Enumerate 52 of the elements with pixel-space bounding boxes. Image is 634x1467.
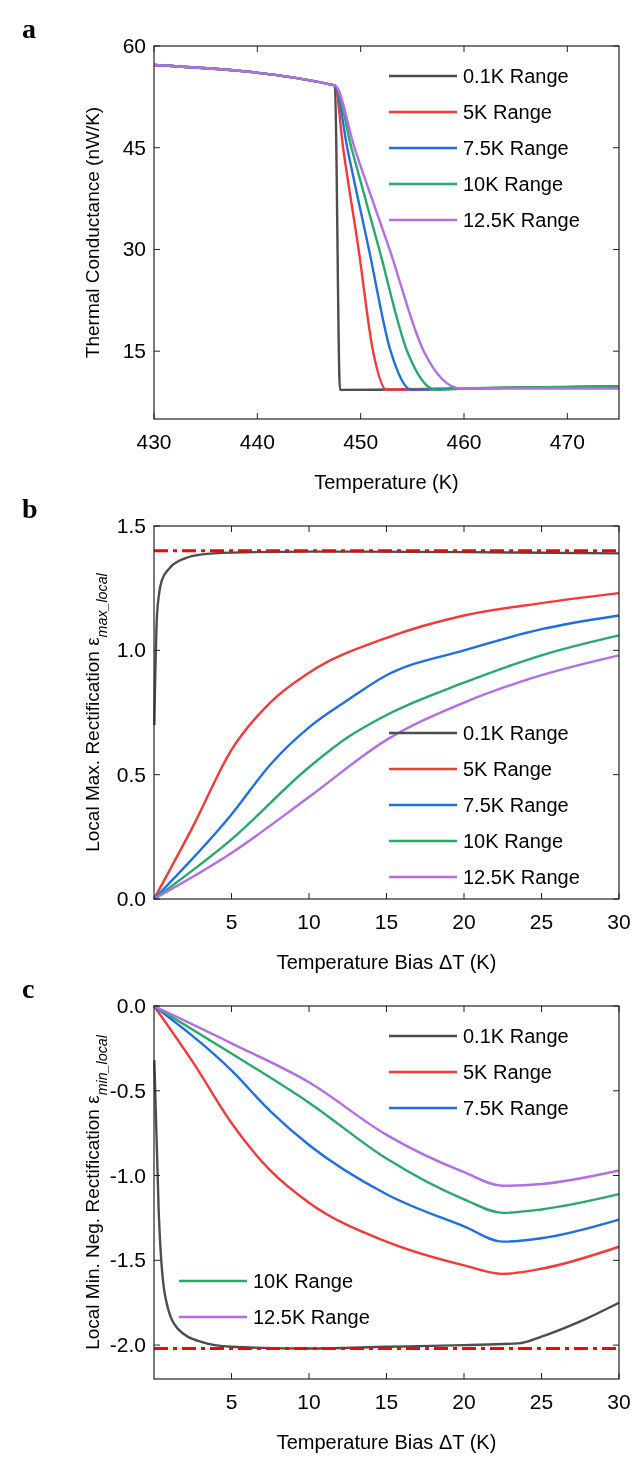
legend-label: 5K Range [463,1061,552,1083]
x-tick-label: 30 [607,1390,631,1413]
legend-label: 5K Range [463,101,552,123]
legend-label: 7.5K Range [463,1097,569,1119]
x-tick-label: 25 [529,1390,554,1413]
y-tick-label: 0.0 [116,994,146,1017]
x-tick-label: 15 [374,910,399,933]
x-tick-label: 25 [529,910,554,933]
legend-label: 7.5K Range [463,137,569,159]
y-tick-label: 0.0 [116,887,146,910]
x-tick-label: 440 [239,430,275,453]
x-tick-label: 10 [297,1390,321,1413]
legend-label: 12.5K Range [253,1306,370,1328]
y-tick-label: 30 [122,237,146,261]
legend-label: 10K Range [253,1270,354,1292]
x-axis-title: Temperature Bias ΔT (K) [276,1431,497,1453]
y-tick-label: -0.5 [109,1078,146,1102]
y-tick-label: -1.0 [109,1163,146,1187]
x-tick-label: 5 [225,910,238,933]
y-tick-label: 0.5 [116,762,146,786]
legend-label: 0.1K Range [463,65,569,87]
x-tick-label: 20 [452,1390,476,1413]
x-tick-label: 20 [452,910,476,933]
y-tick-label: -1.5 [109,1248,146,1272]
legend-label: 0.1K Range [463,1025,569,1047]
y-tick-label: -2.0 [109,1333,146,1357]
x-tick-label: 450 [343,430,379,453]
x-tick-label: 15 [374,1390,399,1413]
x-tick-label: 470 [549,430,585,453]
x-axis-title: Temperature (K) [314,471,459,493]
chart-title: a [22,13,36,44]
x-axis-title: Temperature Bias ΔT (K) [276,951,497,973]
y-tick-label: 15 [122,339,146,363]
legend-label: 10K Range [463,173,564,195]
x-tick-label: 10 [297,910,321,933]
legend-label: 12.5K Range [463,209,580,231]
legend-label: 10K Range [463,830,564,852]
legend-label: 7.5K Range [463,794,569,816]
x-tick-label: 5 [225,1390,238,1413]
legend-label: 12.5K Range [463,866,580,888]
legend-label: 0.1K Range [463,722,569,744]
x-tick-label: 460 [446,430,482,453]
x-tick-label: 430 [136,430,172,453]
y-tick-label: 1.0 [116,638,146,662]
y-tick-label: 1.5 [116,514,146,537]
y-axis-title: Thermal Conductance (nW/K) [82,106,103,359]
legend-label: 5K Range [463,758,552,780]
x-tick-label: 30 [607,910,631,933]
chart-title: c [22,973,35,1004]
y-tick-label: 60 [122,34,146,57]
chart-title: b [22,493,38,524]
y-tick-label: 45 [122,135,146,159]
